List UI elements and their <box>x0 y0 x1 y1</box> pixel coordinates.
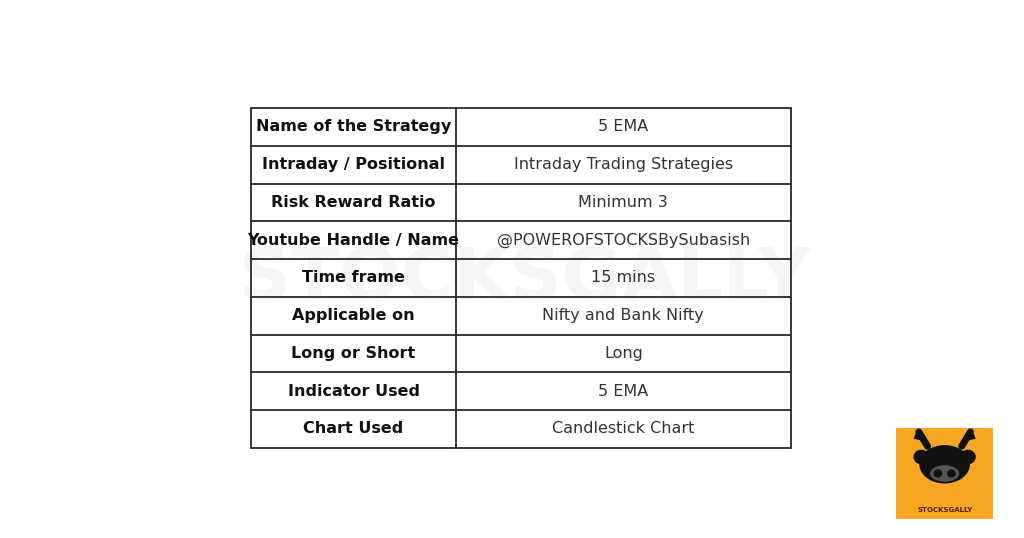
Text: Minimum 3: Minimum 3 <box>579 195 669 210</box>
Text: Nifty and Bank Nifty: Nifty and Bank Nifty <box>543 308 705 323</box>
Ellipse shape <box>920 445 970 484</box>
Text: Long or Short: Long or Short <box>292 346 416 361</box>
Text: STOCKSGALLY: STOCKSGALLY <box>918 507 972 513</box>
Circle shape <box>934 469 942 478</box>
Circle shape <box>961 450 976 464</box>
Bar <box>251 108 791 448</box>
Text: STOCKSGALLY: STOCKSGALLY <box>239 245 811 315</box>
Text: Risk Reward Ratio: Risk Reward Ratio <box>271 195 436 210</box>
Polygon shape <box>913 429 926 441</box>
Ellipse shape <box>930 465 959 482</box>
Text: Candlestick Chart: Candlestick Chart <box>552 421 694 436</box>
Text: 5 EMA: 5 EMA <box>598 119 648 134</box>
Text: 15 mins: 15 mins <box>591 271 655 285</box>
FancyBboxPatch shape <box>888 420 1001 527</box>
Text: Youtube Handle / Name: Youtube Handle / Name <box>248 232 460 247</box>
Text: Long: Long <box>604 346 643 361</box>
FancyArrowPatch shape <box>962 432 971 447</box>
Text: Indicator Used: Indicator Used <box>288 384 420 399</box>
Circle shape <box>913 450 929 464</box>
Polygon shape <box>965 429 976 441</box>
Text: Applicable on: Applicable on <box>292 308 415 323</box>
Text: Time frame: Time frame <box>302 271 404 285</box>
FancyArrowPatch shape <box>919 432 928 447</box>
Text: Chart Used: Chart Used <box>303 421 403 436</box>
Text: Name of the Strategy: Name of the Strategy <box>256 119 452 134</box>
Circle shape <box>947 469 955 478</box>
Text: Intraday / Positional: Intraday / Positional <box>262 157 445 172</box>
Text: 5 EMA: 5 EMA <box>598 384 648 399</box>
Text: @POWEROFSTOCKSBySubasish: @POWEROFSTOCKSBySubasish <box>497 232 750 248</box>
Text: Intraday Trading Strategies: Intraday Trading Strategies <box>514 157 733 172</box>
